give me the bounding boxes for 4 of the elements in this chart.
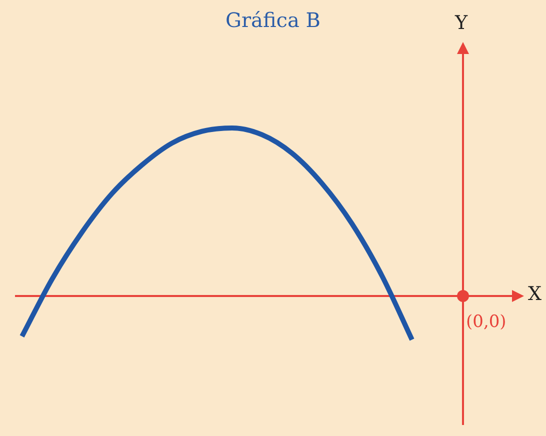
text: Y	[455, 12, 468, 34]
chart-title: Gráfica B	[226, 8, 320, 32]
text: X	[528, 283, 542, 305]
text: (0,0)	[466, 312, 506, 332]
